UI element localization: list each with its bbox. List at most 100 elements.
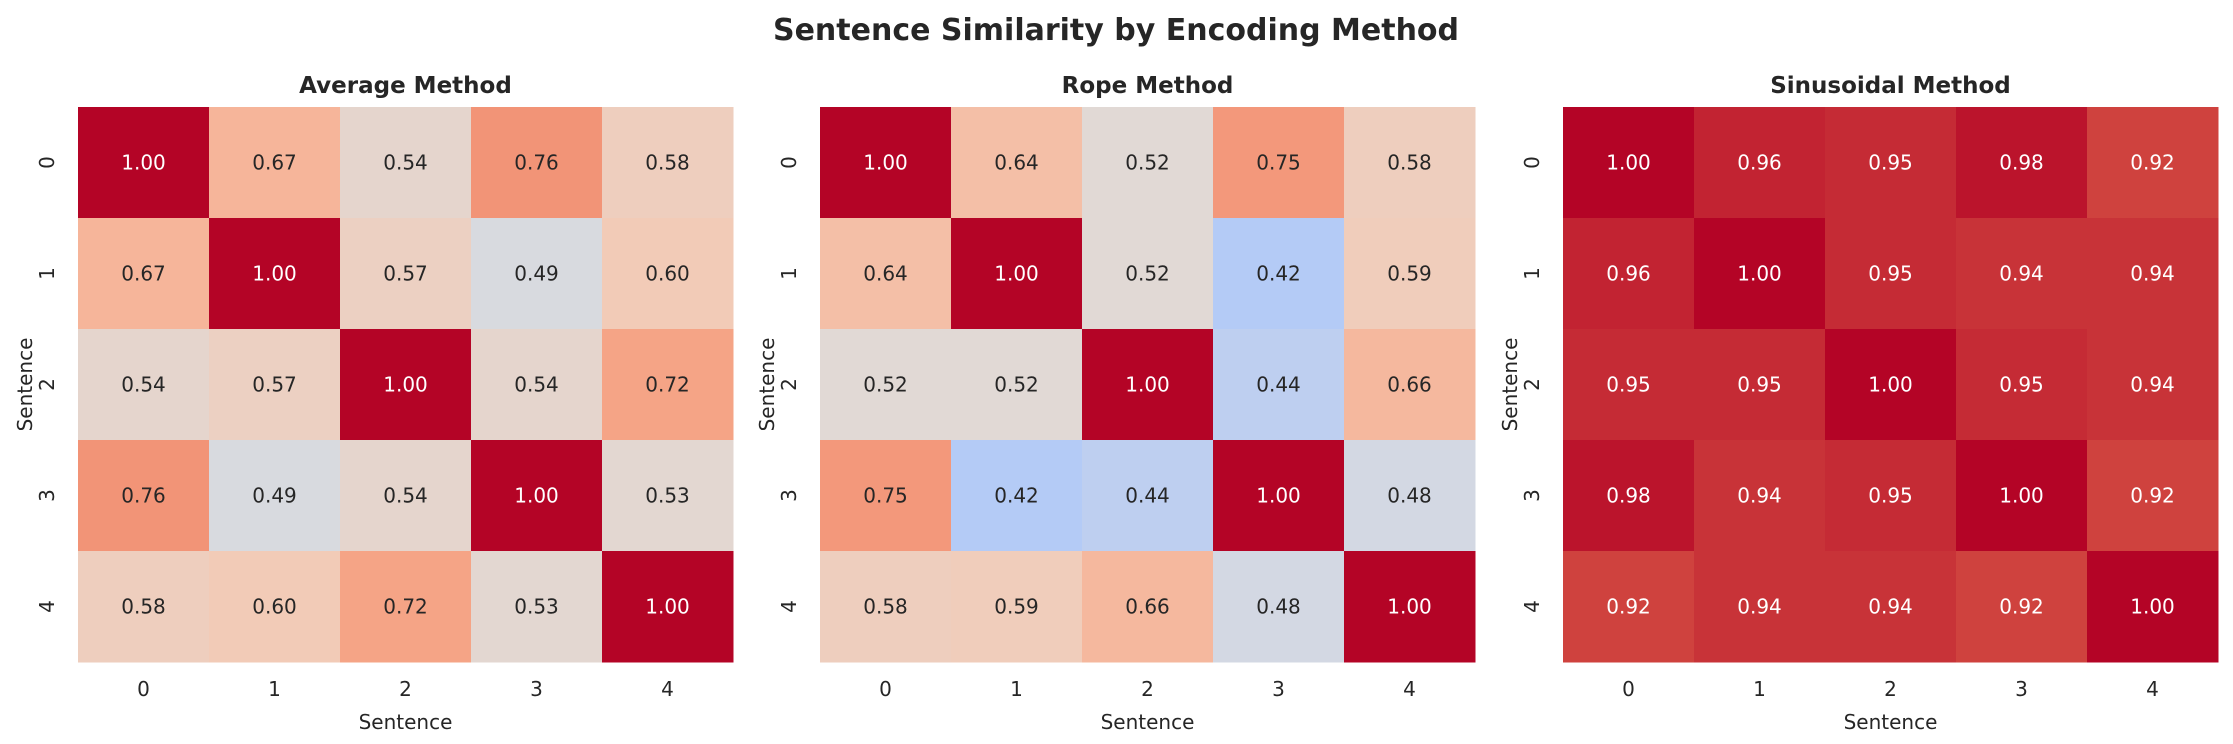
cell-value: 1.00 xyxy=(1125,373,1170,397)
cell-value: 0.59 xyxy=(1387,262,1432,286)
cell-value: 0.60 xyxy=(252,595,297,619)
heatmap-cell xyxy=(1563,329,1695,441)
heatmap-cell xyxy=(1694,107,1826,219)
heatmap-cell xyxy=(1563,218,1695,330)
y-tick-label: 1 xyxy=(777,267,801,280)
cell-value: 0.94 xyxy=(1737,484,1782,508)
subplot-title: Rope Method xyxy=(1062,73,1234,99)
cell-value: 0.60 xyxy=(645,262,690,286)
cell-value: 0.54 xyxy=(121,373,166,397)
cell-value: 1.00 xyxy=(645,595,690,619)
heatmap-cell xyxy=(602,551,734,663)
heatmap-cell xyxy=(820,440,952,552)
y-tick-label: 1 xyxy=(35,267,59,280)
cell-value: 0.72 xyxy=(645,373,690,397)
cell-value: 1.00 xyxy=(121,151,166,175)
figure-title: Sentence Similarity by Encoding Method xyxy=(773,13,1459,48)
x-tick-label: 2 xyxy=(1141,677,1154,701)
cell-value: 0.94 xyxy=(1999,262,2044,286)
heatmap-cell xyxy=(340,107,472,219)
heatmap-cell xyxy=(820,218,952,330)
heatmap-cell xyxy=(1694,551,1826,663)
cell-value: 0.58 xyxy=(121,595,166,619)
y-tick-label: 0 xyxy=(35,156,59,169)
heatmap-cell xyxy=(78,107,210,219)
heatmap-cell xyxy=(602,329,734,441)
cell-value: 1.00 xyxy=(383,373,428,397)
cell-value: 0.54 xyxy=(383,484,428,508)
cell-value: 0.44 xyxy=(1125,484,1170,508)
x-tick-label: 1 xyxy=(268,677,281,701)
cell-value: 0.64 xyxy=(863,262,908,286)
cell-value: 0.98 xyxy=(1606,484,1651,508)
heatmap-cell xyxy=(1956,551,2088,663)
x-tick-label: 2 xyxy=(1884,677,1897,701)
heatmap-cell xyxy=(1344,329,1476,441)
heatmap-cell xyxy=(1213,218,1345,330)
heatmap-cell xyxy=(1563,551,1695,663)
heatmap-cell xyxy=(340,218,472,330)
heatmap-cell xyxy=(1344,107,1476,219)
cell-value: 0.57 xyxy=(383,262,428,286)
y-axis-label: Sentence xyxy=(1498,338,1522,432)
heatmap-cell xyxy=(1825,440,1957,552)
cell-value: 0.44 xyxy=(1256,373,1301,397)
heatmap-cell xyxy=(78,329,210,441)
cell-value: 1.00 xyxy=(1387,595,1432,619)
cell-value: 0.58 xyxy=(1387,151,1432,175)
x-tick-label: 4 xyxy=(1403,677,1416,701)
cell-value: 0.75 xyxy=(863,484,908,508)
subplot-title: Sinusoidal Method xyxy=(1770,73,2011,99)
cell-value: 0.52 xyxy=(994,373,1039,397)
heatmap-cell xyxy=(1694,218,1826,330)
cell-value: 0.42 xyxy=(1256,262,1301,286)
cell-value: 0.92 xyxy=(2130,151,2175,175)
y-tick-label: 3 xyxy=(35,489,59,502)
cell-value: 1.00 xyxy=(2130,595,2175,619)
cell-value: 0.95 xyxy=(1868,484,1913,508)
cell-value: 1.00 xyxy=(252,262,297,286)
cell-value: 1.00 xyxy=(863,151,908,175)
heatmap-cell xyxy=(951,107,1083,219)
cell-value: 1.00 xyxy=(1737,262,1782,286)
cell-value: 0.67 xyxy=(252,151,297,175)
heatmap-cell xyxy=(471,329,603,441)
heatmap-cell xyxy=(951,440,1083,552)
heatmap-cell xyxy=(820,329,952,441)
heatmap-cell xyxy=(2087,551,2219,663)
cell-value: 1.00 xyxy=(1999,484,2044,508)
subplot-title: Average Method xyxy=(299,73,512,99)
x-tick-label: 3 xyxy=(1272,677,1285,701)
cell-value: 0.52 xyxy=(1125,151,1170,175)
heatmap-cell xyxy=(78,440,210,552)
cell-value: 0.95 xyxy=(1999,373,2044,397)
x-tick-label: 2 xyxy=(399,677,412,701)
heatmap-cell xyxy=(209,440,341,552)
heatmap-cell xyxy=(1825,107,1957,219)
cell-value: 0.64 xyxy=(994,151,1039,175)
cell-value: 0.42 xyxy=(994,484,1039,508)
x-tick-label: 1 xyxy=(1010,677,1023,701)
y-axis-label: Sentence xyxy=(13,338,37,432)
heatmap-cell xyxy=(1213,551,1345,663)
cell-value: 0.76 xyxy=(121,484,166,508)
cell-value: 0.92 xyxy=(1606,595,1651,619)
heatmap-cell xyxy=(78,218,210,330)
x-tick-label: 0 xyxy=(1622,677,1635,701)
cell-value: 0.76 xyxy=(514,151,559,175)
heatmap-cell xyxy=(1825,218,1957,330)
cell-value: 0.96 xyxy=(1606,262,1651,286)
cell-value: 0.75 xyxy=(1256,151,1301,175)
heatmap-cell xyxy=(1956,440,2088,552)
x-tick-label: 3 xyxy=(530,677,543,701)
cell-value: 0.96 xyxy=(1737,151,1782,175)
heatmap-cell xyxy=(602,440,734,552)
heatmap-cell xyxy=(1082,329,1214,441)
cell-value: 0.95 xyxy=(1868,262,1913,286)
cell-value: 1.00 xyxy=(1606,151,1651,175)
heatmap-cell xyxy=(209,551,341,663)
cell-value: 0.98 xyxy=(1999,151,2044,175)
heatmap-cell xyxy=(1082,551,1214,663)
heatmap-rope: Rope Method 1.00 0.64 0.52 0.75 0.58 0.64 1.00 0… xyxy=(755,73,1476,734)
